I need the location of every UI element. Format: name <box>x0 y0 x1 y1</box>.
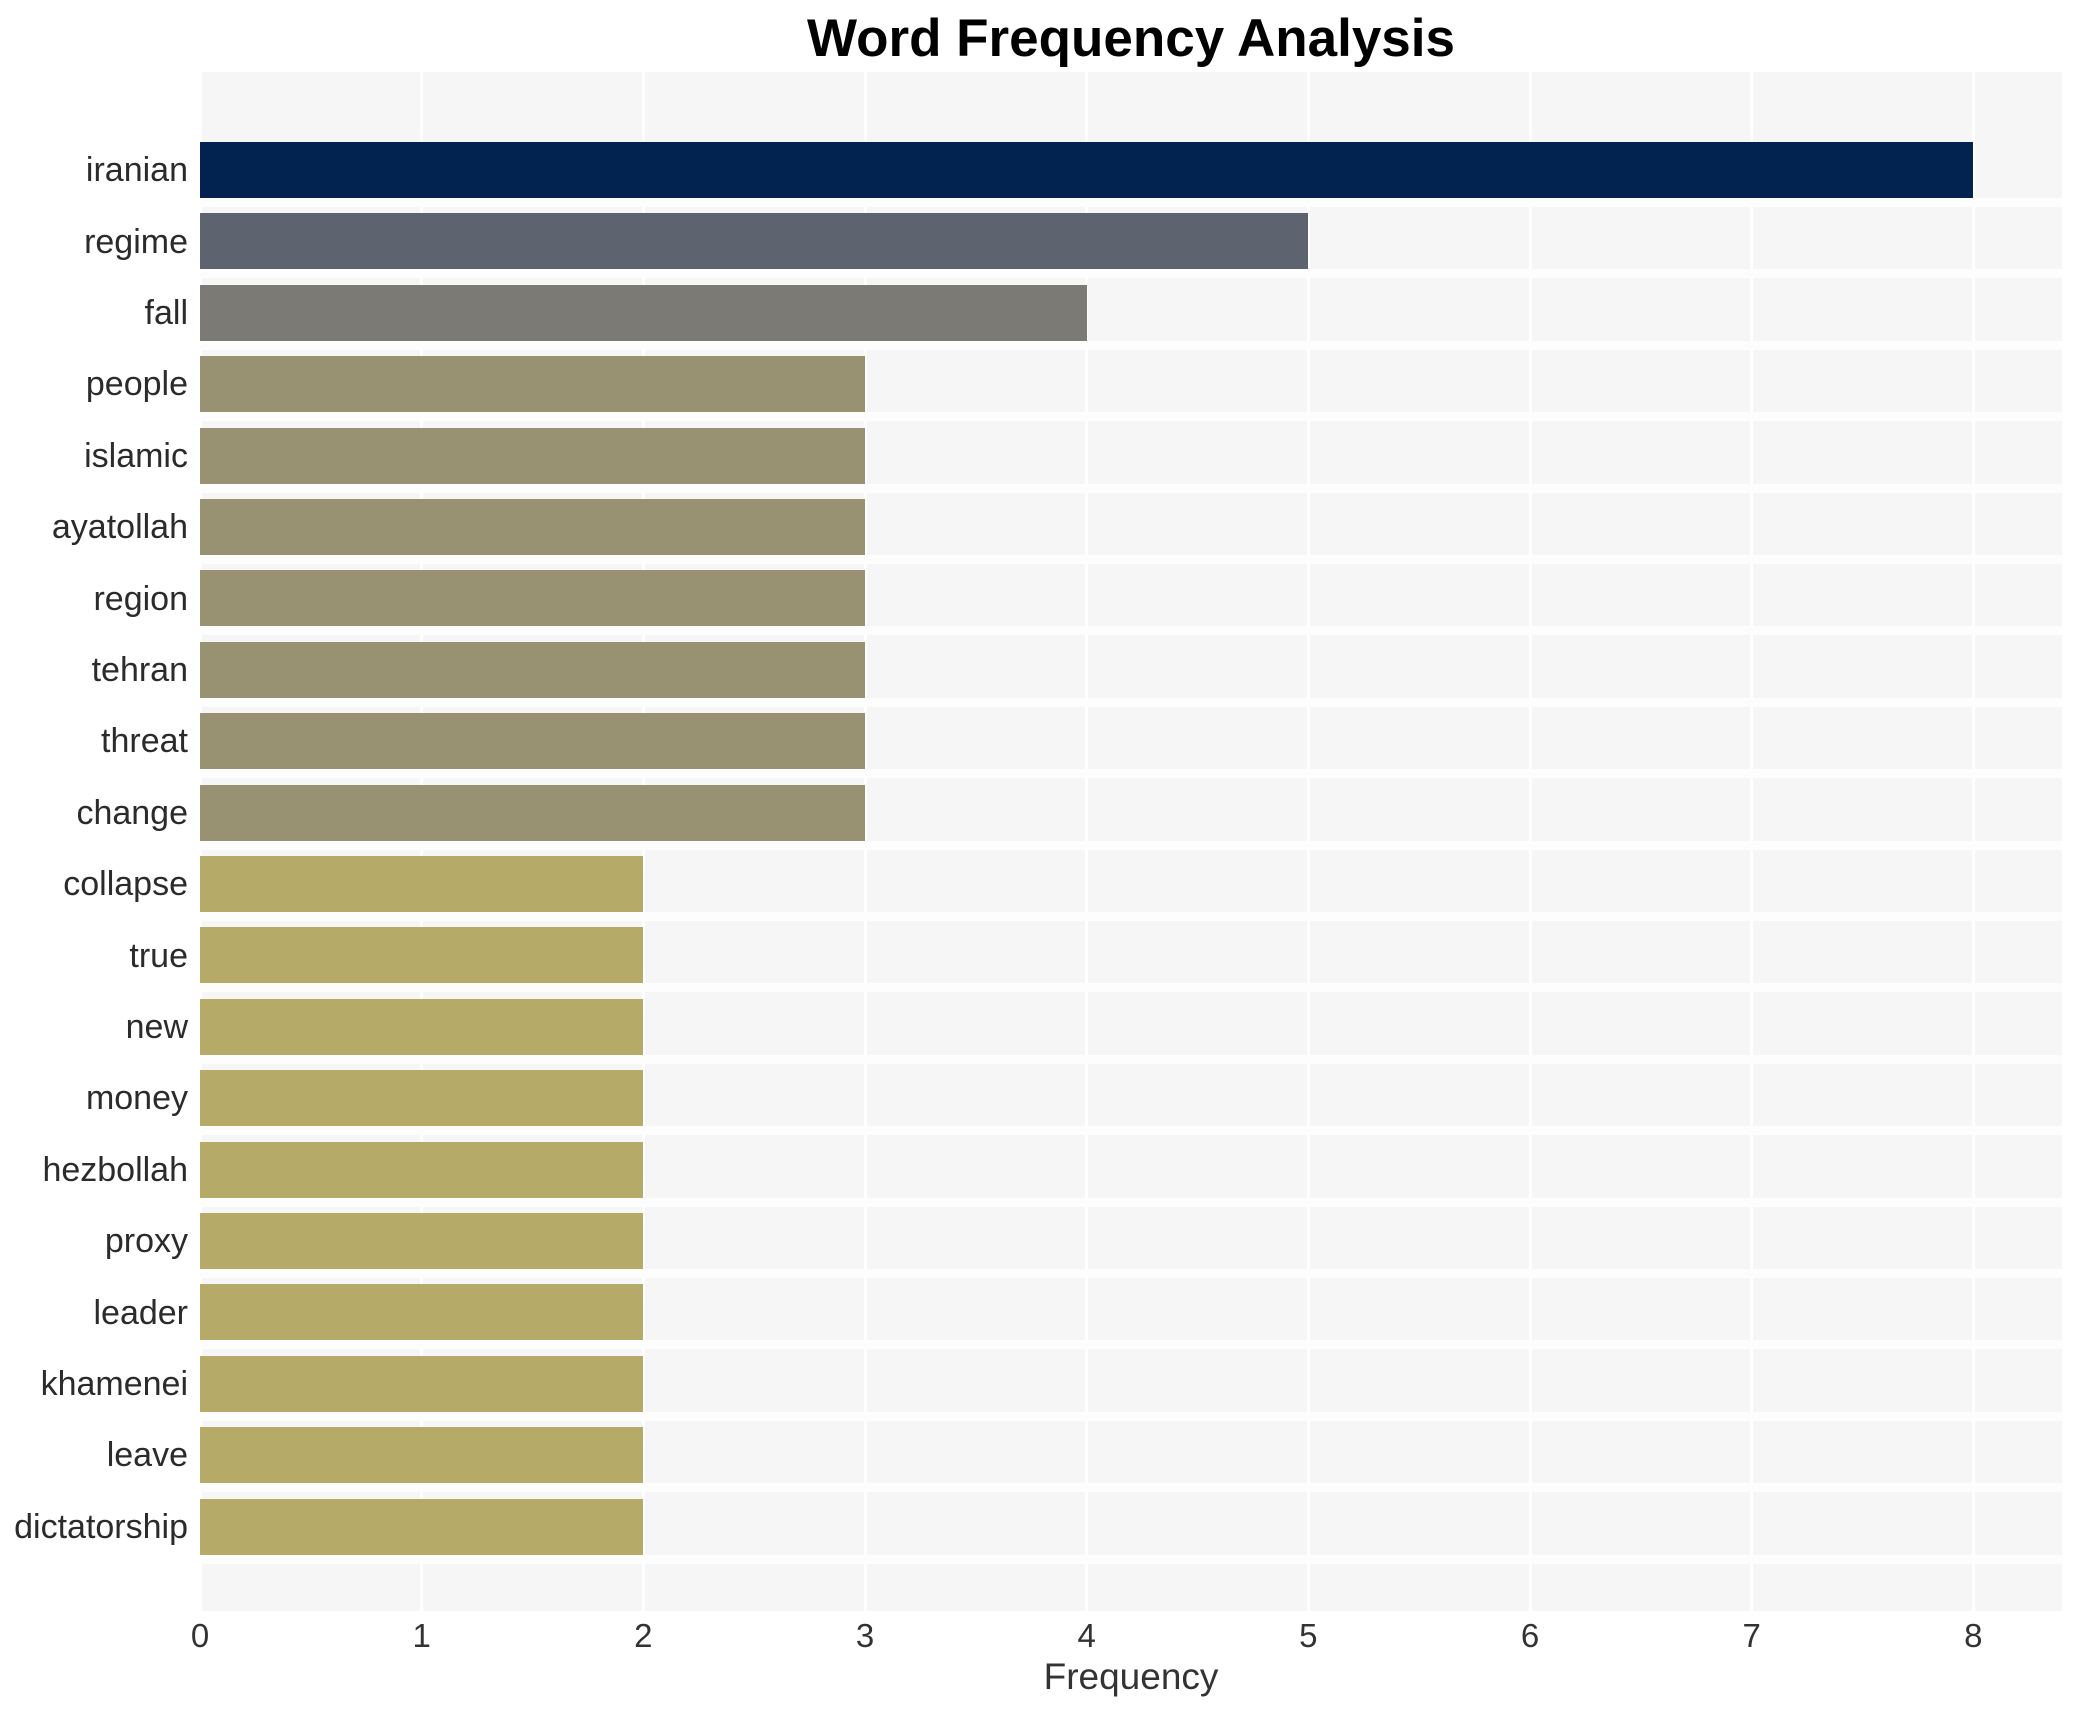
bar-leader <box>200 1284 644 1341</box>
bar-people <box>200 356 865 413</box>
y-label-leader: leader <box>93 1293 188 1332</box>
y-label-proxy: proxy <box>104 1222 188 1261</box>
chart-title: Word Frequency Analysis <box>807 9 1455 68</box>
x-tick-1: 1 <box>412 1617 431 1654</box>
y-label-islamic: islamic <box>84 436 188 475</box>
bar-tehran <box>200 641 865 698</box>
chart-row-leader: leader <box>0 1277 2080 1350</box>
chart-row-regime: regime <box>0 206 2080 279</box>
band-gridline <box>200 697 2062 707</box>
band-gridline <box>200 912 2062 921</box>
y-label-khamenei: khamenei <box>40 1364 188 1403</box>
band-gridline <box>200 1483 2062 1493</box>
chart-row-tehran: tehran <box>0 635 2080 707</box>
chart-row-fall: fall <box>0 278 2080 350</box>
chart-row-hezbollah: hezbollah <box>0 1135 2080 1207</box>
chart-row-threat: threat <box>0 706 2080 779</box>
bar-threat <box>200 713 865 770</box>
band-gridline <box>200 1554 2062 1564</box>
y-label-new: new <box>125 1007 188 1046</box>
chart-row-islamic: islamic <box>0 421 2080 493</box>
band-gridline <box>200 983 2062 993</box>
bar-change <box>200 784 865 841</box>
chart-row-money: money <box>0 1063 2080 1136</box>
y-label-collapse: collapse <box>63 865 188 904</box>
y-label-fall: fall <box>144 293 188 332</box>
y-label-regime: regime <box>84 222 188 261</box>
bar-hezbollah <box>200 1141 644 1198</box>
chart-row-collapse: collapse <box>0 849 2080 921</box>
y-label-hezbollah: hezbollah <box>42 1150 188 1189</box>
bar-islamic <box>200 427 865 484</box>
x-tick-8: 8 <box>1964 1617 1983 1654</box>
y-label-region: region <box>93 579 188 618</box>
x-tick-4: 4 <box>1077 1617 1096 1654</box>
y-label-people: people <box>85 365 188 404</box>
band-gridline <box>200 626 2062 636</box>
x-tick-3: 3 <box>855 1617 875 1654</box>
bar-khamenei <box>200 1355 644 1412</box>
y-label-tehran: tehran <box>91 650 188 689</box>
band-gridline <box>200 269 2062 279</box>
bar-new <box>200 998 644 1055</box>
band-gridline <box>200 1126 2062 1136</box>
y-label-true: true <box>129 936 188 975</box>
bar-fall <box>200 284 1087 341</box>
band-gridline <box>200 1269 2062 1278</box>
bar-ayatollah <box>200 499 865 555</box>
bar-true <box>200 927 644 984</box>
y-label-change: change <box>76 793 188 832</box>
x-axis-ticks: 0 1 2 3 4 5 6 7 8 <box>0 1617 2080 1659</box>
band-gridline <box>200 1054 2062 1064</box>
y-label-dictatorship: dictatorship <box>14 1507 188 1546</box>
bar-proxy <box>200 1213 644 1269</box>
chart-row-iranian: iranian <box>0 135 2080 207</box>
bar-regime <box>200 213 1309 270</box>
bar-money <box>200 1070 644 1127</box>
chart-row-true: true <box>0 920 2080 993</box>
bars-container: iranian regime fall people islamic ayatollah r… <box>0 72 2080 1611</box>
band-gridline <box>200 769 2062 779</box>
x-tick-2: 2 <box>634 1617 653 1654</box>
chart-row-khamenei: khamenei <box>0 1349 2080 1421</box>
chart-row-proxy: proxy <box>0 1206 2080 1278</box>
y-label-leave: leave <box>106 1436 188 1475</box>
band-gridline <box>200 1197 2062 1207</box>
band-gridline <box>200 1411 2062 1421</box>
x-tick-7: 7 <box>1742 1617 1761 1654</box>
bar-dictatorship <box>200 1498 644 1555</box>
bar-leave <box>200 1427 644 1484</box>
band-gridline <box>200 1340 2062 1350</box>
x-axis-label: Frequency <box>1043 1656 1219 1697</box>
band-gridline <box>200 840 2062 850</box>
x-tick-0: 0 <box>190 1617 210 1654</box>
bar-region <box>200 570 865 627</box>
chart-row-region: region <box>0 563 2080 636</box>
x-tick-6: 6 <box>1520 1617 1540 1654</box>
y-label-threat: threat <box>101 722 188 761</box>
chart-row-dictatorship: dictatorship <box>0 1492 2080 1564</box>
x-tick-5: 5 <box>1299 1617 1318 1654</box>
chart-row-leave: leave <box>0 1420 2080 1493</box>
bar-collapse <box>200 856 644 912</box>
band-gridline <box>200 483 2062 493</box>
chart-row-new: new <box>0 992 2080 1064</box>
y-label-iranian: iranian <box>85 151 188 190</box>
band-gridline <box>200 412 2062 422</box>
band-gridline <box>200 198 2062 207</box>
chart-row-people: people <box>0 349 2080 422</box>
band-gridline <box>200 340 2062 350</box>
chart-row-ayatollah: ayatollah <box>0 492 2080 564</box>
y-label-ayatollah: ayatollah <box>51 508 188 547</box>
y-label-money: money <box>85 1079 188 1118</box>
chart-row-change: change <box>0 778 2080 850</box>
bar-iranian <box>200 142 1974 198</box>
band-gridline <box>200 555 2062 564</box>
